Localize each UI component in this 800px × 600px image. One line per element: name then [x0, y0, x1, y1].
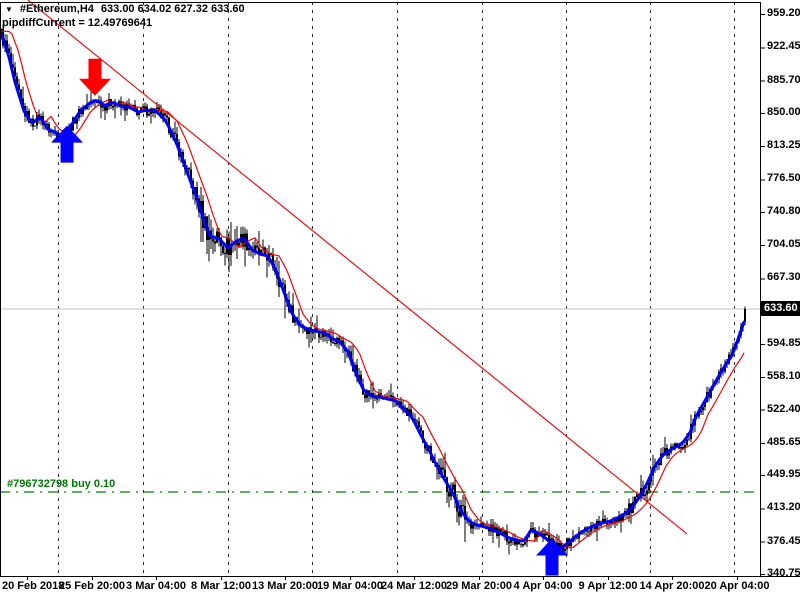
price-axis-label: 704.05: [767, 238, 800, 251]
buy-arrow-icon[interactable]: [536, 538, 568, 576]
time-axis-label: 20 Feb 2018: [2, 580, 65, 592]
current-price-badge: 633.60: [761, 301, 800, 317]
price-axis-label: 522.40: [767, 402, 800, 415]
time-axis-label: 24 Mar 12:00: [380, 580, 448, 592]
time-axis-label: 9 Apr 12:00: [578, 580, 638, 592]
trendline[interactable]: [27, 0, 688, 535]
ma-slow-line: [0, 30, 745, 549]
time-axis-label: 19 Mar 04:00: [316, 580, 384, 592]
price-axis-label: 813.25: [767, 139, 800, 152]
price-axis-label: 485.65: [767, 435, 800, 448]
symbol-title: #Ethereum,H4: [19, 3, 94, 15]
buy-arrow-icon[interactable]: [51, 125, 83, 163]
time-axis-label: 3 Mar 04:00: [126, 580, 186, 592]
price-axis-label: 885.70: [767, 73, 800, 86]
time-axis-label: 25 Feb 20:00: [58, 580, 126, 592]
price-axis-label: 376.45: [767, 534, 800, 547]
price-axis-label: 850.00: [767, 105, 800, 118]
sell-arrow-icon[interactable]: [79, 58, 111, 96]
candle-bodies: [0, 29, 746, 551]
ohlc-values: 633.00 634.02 627.32 633.60: [100, 3, 245, 15]
order-line-label: #796732798 buy 0.10: [7, 478, 116, 490]
price-axis-label: 340.75: [767, 567, 800, 579]
price-axis-label: 449.95: [767, 468, 800, 481]
chart-header: ▼ #Ethereum,H4 633.00 634.02 627.32 633.…: [5, 3, 245, 15]
price-axis-label: 740.80: [767, 204, 800, 217]
price-axis-label: 959.20: [767, 6, 800, 19]
indicator-label: pipdiffCurrent = 12.49769641: [2, 17, 153, 29]
price-axis-label: 667.30: [767, 271, 800, 284]
price-axis-label: 922.45: [767, 40, 800, 53]
price-axis-label: 776.50: [767, 172, 800, 185]
collapse-marker-icon: ▼: [5, 4, 13, 14]
plot-border: [0, 2, 800, 580]
time-axis-label: 8 Mar 12:00: [191, 580, 251, 592]
time-axis-label: 13 Mar 20:00: [251, 580, 319, 592]
time-axis-label: 29 Mar 20:00: [445, 580, 513, 592]
time-axis-label: 14 Apr 20:00: [639, 580, 705, 592]
price-axis-label: 594.85: [767, 336, 800, 349]
price-axis-label: 558.10: [767, 370, 800, 383]
time-axis-label: 4 Apr 04:00: [513, 580, 573, 592]
time-axis-label: 20 Apr 04:00: [704, 580, 770, 592]
price-axis-label: 413.20: [767, 501, 800, 514]
ma-fast-line: [0, 29, 746, 549]
